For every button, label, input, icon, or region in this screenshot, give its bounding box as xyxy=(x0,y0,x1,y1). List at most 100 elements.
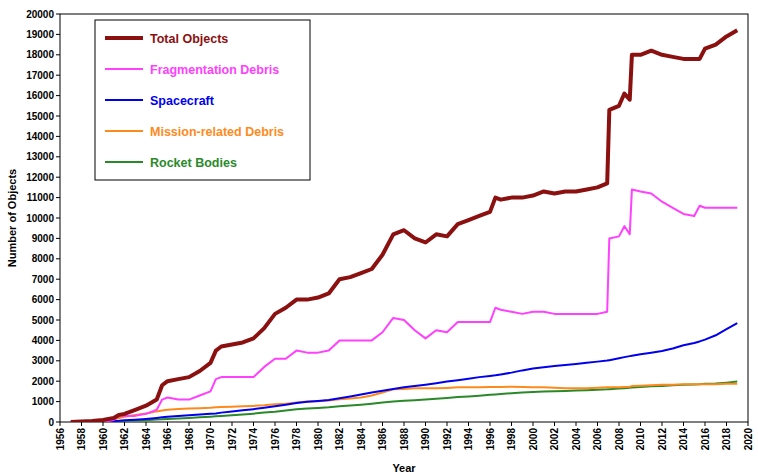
x-tick xyxy=(210,422,211,426)
y-tick xyxy=(56,177,60,178)
x-tick xyxy=(447,422,448,426)
y-tick xyxy=(56,320,60,321)
x-tick-label: 1984 xyxy=(356,428,367,451)
x-tick-label: 2000 xyxy=(528,428,539,451)
y-tick-label: 15000 xyxy=(26,111,54,122)
x-tick xyxy=(425,422,426,426)
x-tick xyxy=(361,422,362,426)
legend-label: Mission-related Debris xyxy=(150,125,284,139)
legend-swatch xyxy=(105,161,143,163)
y-tick xyxy=(56,422,60,423)
y-tick-label: 19000 xyxy=(26,29,54,40)
y-tick-label: 14000 xyxy=(26,131,54,142)
y-tick xyxy=(56,279,60,280)
chart: 0100020003000400050006000700080009000100… xyxy=(0,0,758,476)
x-tick-label: 1998 xyxy=(506,428,517,451)
x-tick-label: 1966 xyxy=(162,428,173,451)
legend-box xyxy=(95,20,310,180)
x-tick xyxy=(296,422,297,426)
legend-swatch xyxy=(105,68,143,70)
x-tick xyxy=(748,422,749,426)
x-tick-label: 2010 xyxy=(635,428,646,451)
x-tick xyxy=(619,422,620,426)
y-tick-label: 17000 xyxy=(26,70,54,81)
x-tick-label: 1972 xyxy=(227,428,238,451)
y-tick xyxy=(56,136,60,137)
legend-swatch xyxy=(105,36,143,40)
y-tick-label: 20000 xyxy=(26,9,54,20)
x-tick xyxy=(318,422,319,426)
x-tick xyxy=(124,422,125,426)
y-tick-label: 9000 xyxy=(32,233,55,244)
y-tick xyxy=(56,238,60,239)
legend-swatch xyxy=(105,130,143,132)
x-tick xyxy=(705,422,706,426)
x-tick-label: 2006 xyxy=(592,428,603,451)
x-tick-label: 1968 xyxy=(184,428,195,451)
y-tick xyxy=(56,401,60,402)
y-tick-label: 1000 xyxy=(32,396,55,407)
series-line xyxy=(71,323,738,422)
x-tick-label: 2004 xyxy=(571,428,582,451)
x-tick xyxy=(533,422,534,426)
x-tick-label: 1978 xyxy=(291,428,302,451)
x-tick-label: 1974 xyxy=(248,428,259,451)
x-tick-label: 1996 xyxy=(485,428,496,451)
y-tick-label: 5000 xyxy=(32,315,55,326)
y-tick-label: 7000 xyxy=(32,274,55,285)
y-tick xyxy=(56,34,60,35)
legend-label: Total Objects xyxy=(150,32,228,46)
x-tick xyxy=(167,422,168,426)
x-tick-label: 1958 xyxy=(76,428,87,451)
x-tick xyxy=(554,422,555,426)
y-tick xyxy=(56,54,60,55)
x-tick xyxy=(662,422,663,426)
y-tick-label: 3000 xyxy=(32,355,55,366)
x-tick-label: 1986 xyxy=(377,428,388,451)
x-axis-title: Year xyxy=(392,462,416,474)
legend: Total ObjectsFragmentation DebrisSpacecr… xyxy=(95,20,310,180)
x-tick xyxy=(511,422,512,426)
x-tick-label: 1964 xyxy=(141,428,152,451)
x-tick xyxy=(726,422,727,426)
x-tick xyxy=(253,422,254,426)
y-tick xyxy=(56,116,60,117)
x-tick-label: 1988 xyxy=(399,428,410,451)
x-tick xyxy=(275,422,276,426)
x-tick-label: 2002 xyxy=(549,428,560,451)
x-tick-label: 2008 xyxy=(614,428,625,451)
x-tick-label: 2014 xyxy=(678,428,689,451)
y-tick xyxy=(56,14,60,15)
y-tick-label: 16000 xyxy=(26,90,54,101)
y-tick xyxy=(56,381,60,382)
x-tick xyxy=(382,422,383,426)
x-tick xyxy=(339,422,340,426)
x-tick xyxy=(146,422,147,426)
legend-label: Rocket Bodies xyxy=(150,156,237,170)
y-tick xyxy=(56,340,60,341)
y-tick-label: 18000 xyxy=(26,49,54,60)
x-tick-label: 2012 xyxy=(657,428,668,451)
y-tick-label: 11000 xyxy=(27,192,55,203)
x-tick xyxy=(81,422,82,426)
x-tick-label: 1970 xyxy=(205,428,216,451)
y-tick xyxy=(56,95,60,96)
y-tick-label: 6000 xyxy=(32,294,55,305)
x-tick-label: 1992 xyxy=(442,428,453,451)
y-tick-label: 2000 xyxy=(32,376,55,387)
x-tick xyxy=(404,422,405,426)
y-tick xyxy=(56,197,60,198)
x-tick xyxy=(683,422,684,426)
x-tick xyxy=(189,422,190,426)
x-tick-label: 2020 xyxy=(743,428,754,451)
y-tick-label: 12000 xyxy=(26,172,54,183)
x-tick xyxy=(468,422,469,426)
x-tick xyxy=(576,422,577,426)
y-tick-label: 8000 xyxy=(32,253,55,264)
legend-swatch xyxy=(105,99,143,101)
x-tick xyxy=(597,422,598,426)
y-tick-label: 4000 xyxy=(32,335,55,346)
x-tick xyxy=(60,422,61,426)
series-line xyxy=(71,189,738,422)
legend-label: Spacecraft xyxy=(150,94,215,108)
